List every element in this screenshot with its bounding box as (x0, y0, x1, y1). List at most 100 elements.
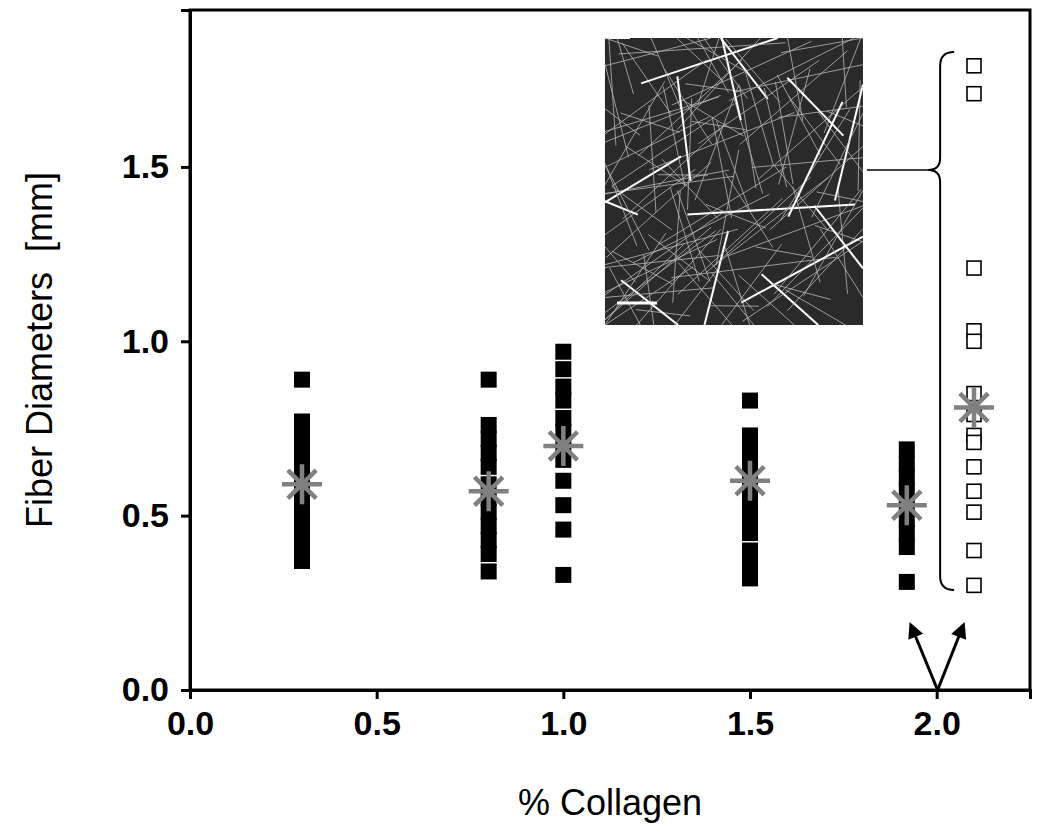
inset-fiber (675, 266, 720, 325)
square-marker (555, 522, 571, 538)
tick-label: 1.5 (727, 704, 774, 742)
mean-marker (730, 461, 770, 501)
inset-fiber (605, 229, 738, 264)
inset-fiber (605, 213, 722, 295)
inset-fiber (677, 76, 690, 180)
series (543, 344, 583, 583)
square-marker (899, 539, 915, 555)
square-marker (294, 504, 310, 520)
square-marker (481, 417, 497, 433)
arrow-head (951, 622, 966, 640)
inset-fiber (648, 235, 708, 280)
open-square-marker (967, 484, 981, 498)
square-marker (555, 497, 571, 513)
square-marker (481, 431, 497, 447)
inset-fiber (650, 113, 795, 170)
square-marker (481, 532, 497, 548)
inset-fiber (605, 38, 711, 66)
inset-fiber (605, 97, 719, 132)
inset-fiber (605, 64, 629, 157)
inset-fiber (726, 39, 780, 102)
open-square-marker (967, 59, 981, 73)
inset-fiber (725, 247, 749, 325)
inset-fiber (756, 247, 812, 257)
square-marker (555, 473, 571, 489)
inset-image (605, 38, 863, 325)
square-marker (742, 543, 758, 559)
inset-fiber (605, 156, 681, 202)
tick-label: 0.5 (354, 704, 401, 742)
marks (282, 59, 994, 593)
inset-fiber (605, 201, 638, 214)
inset-fiber (759, 87, 863, 179)
inset-fiber (605, 109, 640, 136)
open-square-marker (967, 87, 981, 101)
inset-fiber (698, 38, 719, 104)
inset-fiber (699, 250, 754, 311)
square-marker (555, 361, 571, 377)
tick: 0.5 (122, 496, 190, 534)
x-axis: 0.00.51.01.52.0 (167, 690, 1031, 742)
scale-bar (617, 302, 657, 305)
inset-fiber (704, 231, 728, 325)
bracket-pointer (867, 169, 928, 171)
inset-fiber (605, 233, 666, 325)
square-marker (899, 574, 915, 590)
inset-fiber (670, 187, 699, 281)
inset-fiber (752, 158, 863, 168)
inset-fiber (764, 88, 786, 187)
inset-fiber (687, 38, 747, 72)
arrow-head (908, 622, 923, 640)
inset-fiber (612, 251, 673, 284)
inset-fiber (605, 81, 665, 184)
inset-fiber (773, 284, 831, 299)
tick: 1.5 (122, 147, 190, 185)
inset-fiber (740, 51, 848, 145)
square-marker (742, 441, 758, 457)
tick: 0.0 (167, 690, 214, 742)
tick: 1.5 (727, 690, 774, 742)
square-marker (481, 445, 497, 461)
tick-label: 0.0 (167, 704, 214, 742)
annotations (867, 52, 966, 690)
inset-fibers (605, 38, 863, 325)
plot-frame (190, 10, 1030, 690)
inset-fiber (787, 78, 843, 136)
square-marker (481, 518, 497, 534)
tick-label: 1.0 (540, 704, 587, 742)
inset-fiber (677, 38, 723, 82)
inset-fiber (665, 69, 712, 144)
mean-marker (469, 471, 509, 511)
inset-fiber (745, 70, 773, 165)
square-marker (481, 546, 497, 562)
square-marker (555, 344, 571, 360)
square-marker (742, 511, 758, 527)
inset-fiber (709, 305, 759, 306)
inset-fiber (605, 267, 693, 325)
inset-fiber (820, 229, 863, 298)
inset-fiber (788, 102, 842, 217)
inset-fiber (659, 167, 786, 244)
inset-fiber (625, 146, 685, 185)
square-marker (899, 441, 915, 457)
inset-fiber (623, 123, 727, 219)
open-square-marker (967, 544, 981, 558)
square-marker (294, 413, 310, 429)
y-axis-title: Fiber Diameters [mm] (19, 172, 60, 528)
inset-fiber (741, 237, 863, 303)
square-marker (899, 525, 915, 541)
square-marker (742, 393, 758, 409)
inset-fiber (722, 244, 782, 325)
open-square-marker (967, 460, 981, 474)
square-marker (294, 427, 310, 443)
inset-fiber (605, 95, 721, 142)
series (282, 372, 322, 569)
inset-fiber (762, 274, 819, 325)
y-axis: 0.00.51.01.5 (122, 11, 191, 709)
series (954, 59, 994, 593)
inset-fiber (617, 38, 633, 94)
inset-fiber (818, 112, 863, 172)
open-square-marker (967, 334, 981, 348)
square-marker (481, 563, 497, 579)
inset-fiber (743, 241, 863, 321)
